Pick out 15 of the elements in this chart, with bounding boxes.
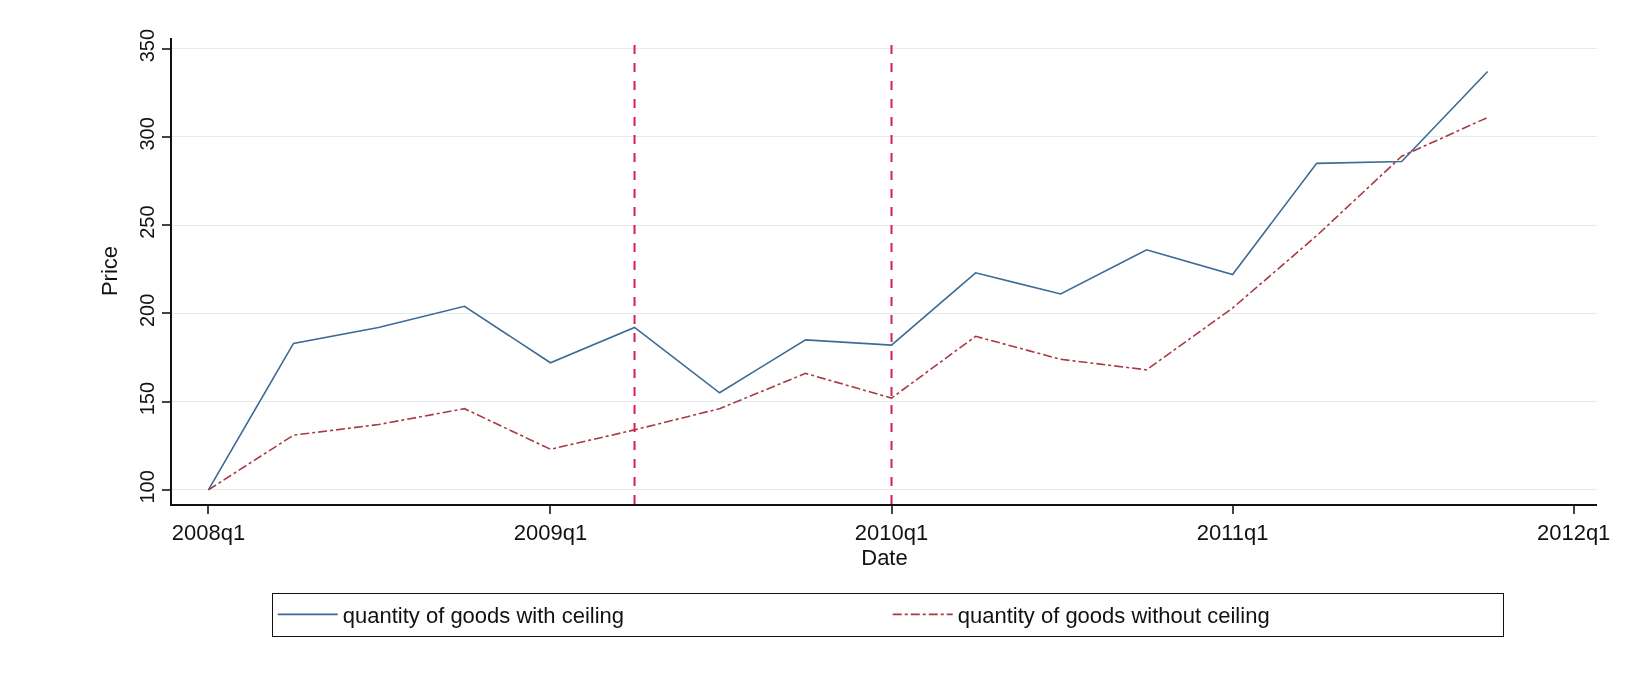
y-tick-label: 300 [136, 117, 158, 151]
y-tick-label: 150 [136, 381, 158, 416]
legend-label: quantity of goods without ceiling [957, 602, 1270, 628]
y-tick-label: 250 [136, 205, 158, 239]
y-axis-title: Price [97, 245, 123, 297]
x-tick-label: 2011q1 [1196, 520, 1269, 546]
x-axis-title: Date [861, 545, 908, 571]
legend-label: quantity of goods with ceiling [342, 602, 625, 628]
y-tick-label: 350 [136, 28, 158, 63]
x-tick-label: 2008q1 [171, 520, 246, 546]
x-tick-label: 2012q1 [1536, 520, 1611, 546]
x-tick-label: 2009q1 [513, 520, 588, 546]
y-tick-label: 200 [136, 293, 158, 328]
y-tick-label: 100 [136, 470, 158, 504]
x-tick-label: 2010q1 [854, 520, 929, 546]
